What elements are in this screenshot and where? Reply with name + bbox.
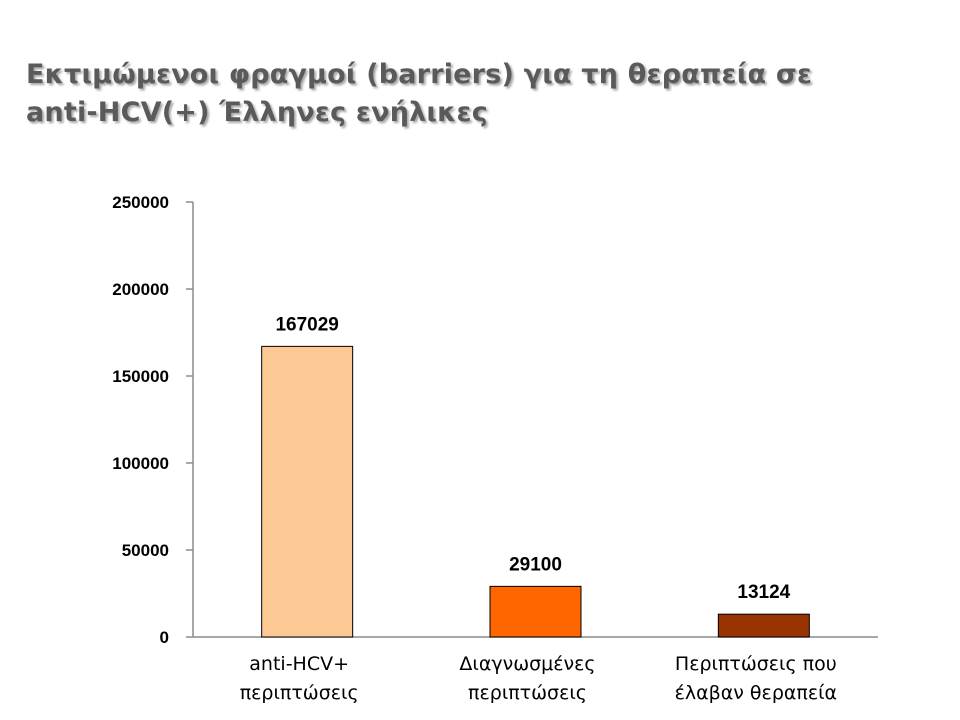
y-axis: 0 50000 100000 150000 200000 250000 [112,193,194,647]
bar-series [261,345,810,638]
slide-title: Εκτιμώμενοι φραγμοί (barriers) για τη θε… [26,56,926,132]
slide-title-line-1: Εκτιμώμενοι φραγμοί (barriers) για τη θε… [26,59,813,90]
bar [261,345,354,638]
bar [717,613,810,638]
category-labels: anti-HCV+ περιπτώσεις Διαγνωσμένες περιπτώσ… [240,653,837,704]
category-label: έλαβαν θεραπεία [675,682,837,704]
bar [489,585,582,638]
y-tick-label: 250000 [112,193,169,212]
y-tick-label: 150000 [112,367,169,386]
slide-title-line-2: anti-HCV(+) Έλληνες ενήλικες [26,97,488,128]
y-tick-label: 50000 [122,541,169,560]
category-label: Διαγνωσμένες [459,653,595,675]
category-label: περιπτώσεις [240,682,359,704]
data-label: 13124 [737,582,790,603]
y-tick-label: 200000 [112,280,169,299]
y-tick-label: 0 [160,628,169,647]
data-label: 29100 [509,554,562,575]
y-tick-label: 100000 [112,454,169,473]
data-labels: 167029 29100 13124 [275,314,790,603]
category-label: περιπτώσεις [468,682,587,704]
category-label: Περιπτώσεις που [675,653,837,675]
data-label: 167029 [275,314,338,335]
category-label: anti-HCV+ [249,653,349,675]
